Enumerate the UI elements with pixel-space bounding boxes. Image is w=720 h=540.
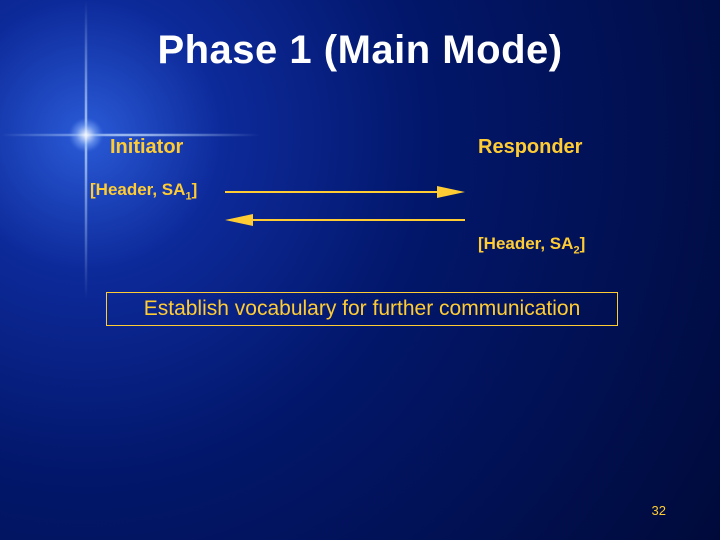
arrow-1: [225, 178, 465, 206]
flare-core: [69, 118, 103, 152]
message-2-suffix: ]: [580, 234, 586, 253]
message-1-suffix: ]: [192, 180, 198, 199]
caption-text: Establish vocabulary for further communi…: [144, 297, 581, 320]
slide-title: Phase 1 (Main Mode): [0, 28, 720, 73]
message-1-prefix: [Header, SA: [90, 180, 185, 199]
message-2-prefix: [Header, SA: [478, 234, 573, 253]
message-2-label: [Header, SA2]: [478, 234, 585, 256]
arrow-1-head: [437, 186, 465, 198]
slide: Phase 1 (Main Mode) Initiator Responder …: [0, 0, 720, 540]
arrow-2-head: [225, 214, 253, 226]
role-responder: Responder: [478, 136, 582, 159]
role-initiator: Initiator: [110, 136, 183, 159]
arrow-2: [225, 206, 465, 234]
caption-box: Establish vocabulary for further communi…: [106, 292, 618, 326]
message-1-label: [Header, SA1]: [90, 180, 197, 202]
page-number: 32: [652, 503, 666, 518]
